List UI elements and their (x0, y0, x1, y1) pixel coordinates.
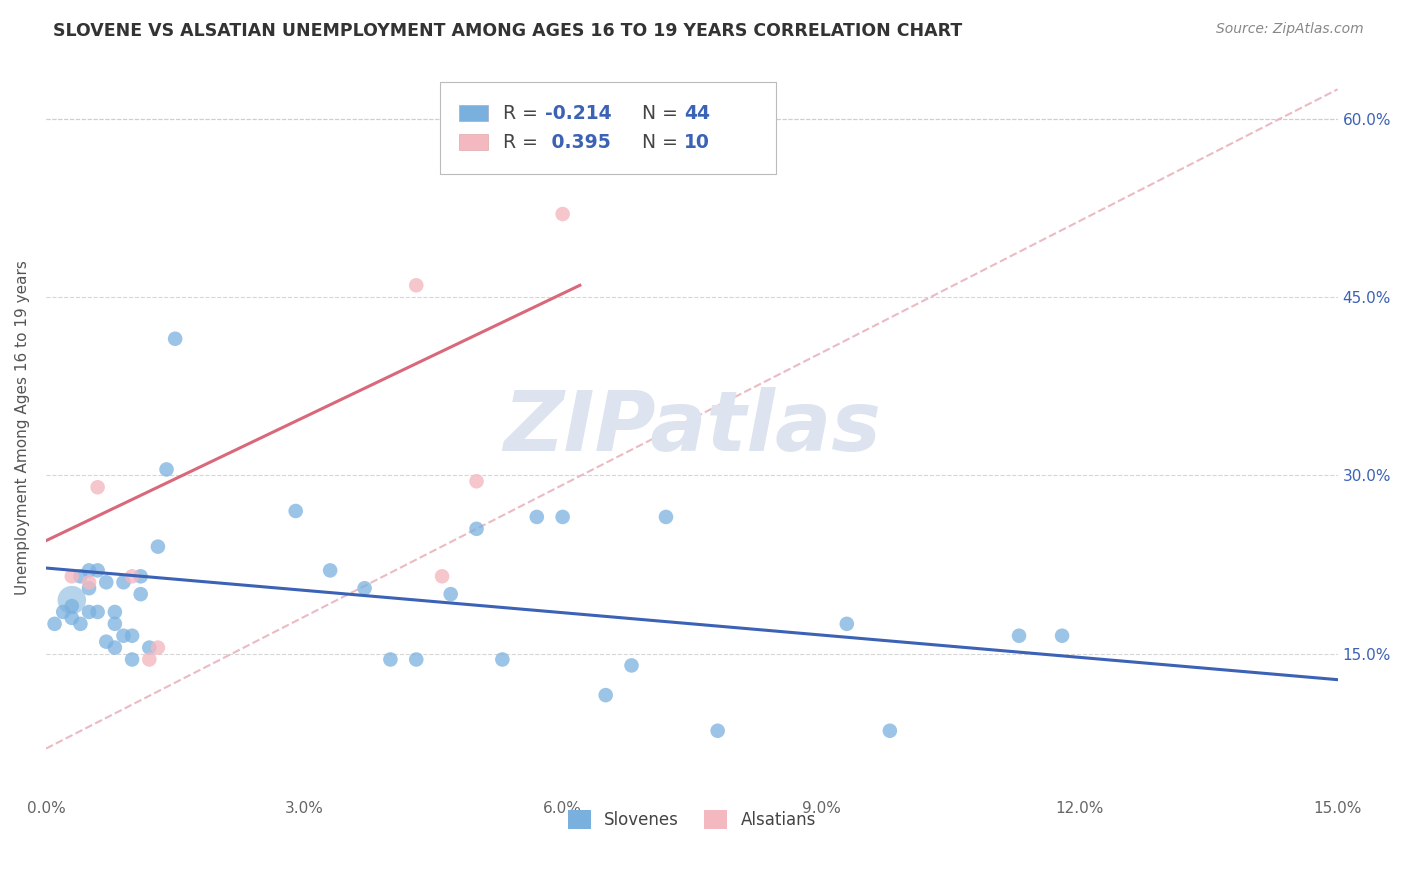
Point (60, 611, 83, 625)
Point (551, 510, 574, 524)
Point (440, 587, 463, 601)
Point (44, 616, 66, 631)
Bar (440, 82, 776, 174)
Legend: Slovenes, Alsatians: Slovenes, Alsatians (561, 803, 823, 836)
Point (104, 616, 127, 631)
Point (165, 332, 187, 346)
Point (60, 599, 83, 613)
Point (835, 616, 858, 631)
Text: ZIPatlas: ZIPatlas (503, 387, 880, 468)
Text: Source: ZipAtlas.com: Source: ZipAtlas.com (1216, 22, 1364, 37)
Point (655, 510, 678, 524)
Bar (460, 105, 488, 121)
Point (319, 563, 342, 577)
Point (77, 575, 100, 590)
Point (77, 581, 100, 595)
Text: -0.214: -0.214 (544, 103, 612, 123)
Point (138, 652, 160, 666)
Point (551, 207, 574, 221)
Point (69, 616, 91, 631)
Point (60, 569, 83, 583)
Point (380, 652, 402, 666)
Point (405, 652, 427, 666)
Point (77, 563, 100, 577)
Point (1050, 629, 1073, 643)
Y-axis label: Unemployment Among Ages 16 to 19 years: Unemployment Among Ages 16 to 19 years (15, 260, 30, 595)
Point (112, 575, 135, 590)
Point (491, 652, 513, 666)
Point (138, 640, 160, 655)
Point (86, 563, 108, 577)
Point (1008, 629, 1031, 643)
Point (52, 605, 75, 619)
Text: N =: N = (630, 103, 683, 123)
Point (112, 629, 135, 643)
Point (77, 605, 100, 619)
Text: 10: 10 (685, 133, 710, 152)
Point (595, 688, 617, 702)
Point (879, 723, 901, 738)
Text: SLOVENE VS ALSATIAN UNEMPLOYMENT AMONG AGES 16 TO 19 YEARS CORRELATION CHART: SLOVENE VS ALSATIAN UNEMPLOYMENT AMONG A… (53, 22, 963, 40)
Text: 0.395: 0.395 (544, 133, 610, 152)
Point (620, 658, 643, 673)
Point (465, 475, 488, 489)
Point (121, 629, 143, 643)
Point (353, 581, 375, 595)
Point (96, 575, 118, 590)
Point (526, 510, 548, 524)
Point (104, 640, 127, 655)
Text: R =: R = (503, 103, 544, 123)
Point (146, 540, 169, 554)
Point (86, 480, 108, 494)
Text: 44: 44 (685, 103, 710, 123)
Point (121, 652, 143, 666)
Text: N =: N = (630, 133, 683, 152)
Point (129, 569, 152, 583)
Point (129, 587, 152, 601)
Point (155, 462, 177, 476)
Point (405, 278, 427, 293)
Text: R =: R = (503, 133, 544, 152)
Point (96, 634, 118, 648)
Point (146, 640, 169, 655)
Point (706, 723, 728, 738)
Point (121, 569, 143, 583)
Point (69, 569, 91, 583)
Point (430, 569, 453, 583)
Point (465, 522, 488, 536)
Point (284, 504, 307, 518)
Point (60, 593, 83, 607)
Bar (460, 134, 488, 150)
Point (86, 605, 108, 619)
Point (104, 605, 127, 619)
